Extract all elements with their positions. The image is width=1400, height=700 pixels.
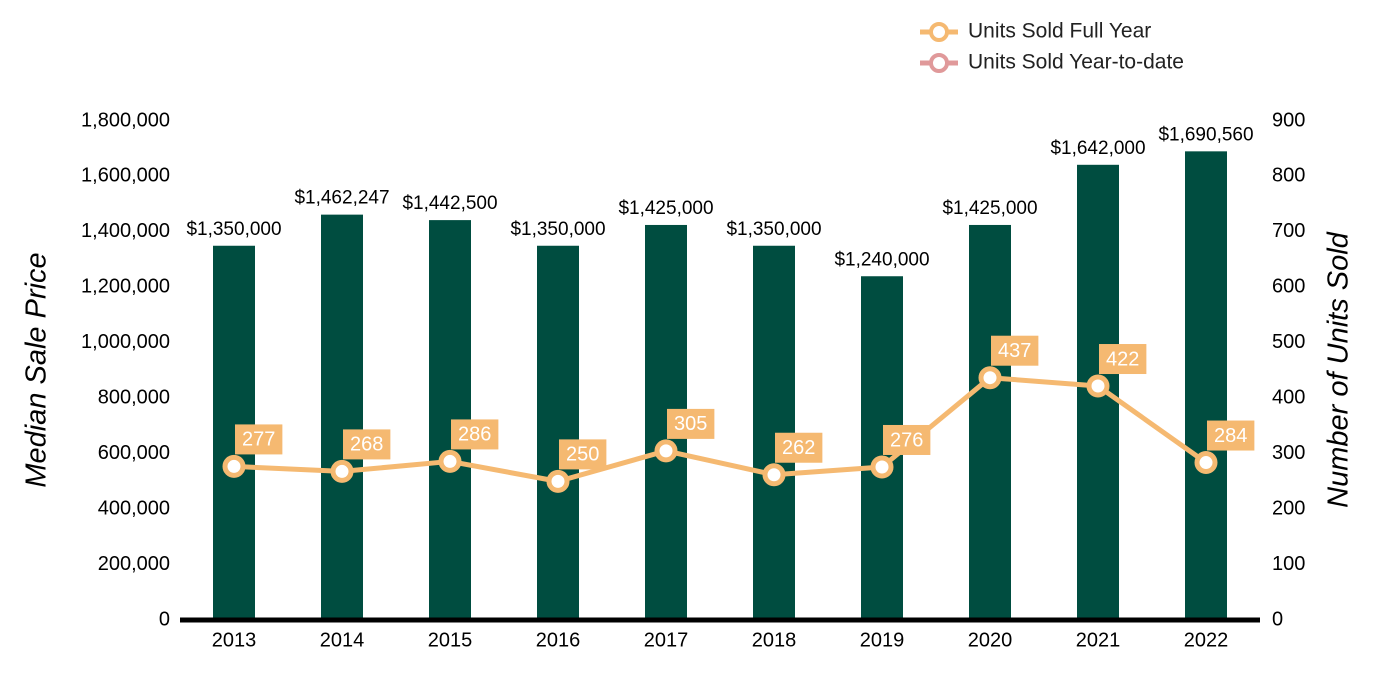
y-axis-title: Median Sale Price [21,252,53,487]
line-marker [222,454,246,478]
y2-tick-label: 600 [1272,276,1305,298]
point-label-box [1099,344,1147,375]
y2-tick-label: 900 [1272,109,1305,131]
point-label-group: 268 [343,429,391,460]
x-tick-label: 2019 [860,629,905,651]
point-label: 422 [1106,348,1139,370]
point-label-group: 305 [667,408,715,439]
point-label-box [559,439,607,470]
y2-tick-label: 800 [1272,165,1305,187]
y-tick-label: 1,800,000 [81,109,170,131]
point-label-box [883,424,931,455]
point-label-group: 262 [775,432,823,463]
point-label-box [235,424,283,455]
bar-value-label: $1,462,247 [294,188,389,209]
bar-value-label: $1,442,500 [402,193,497,214]
point-label: 277 [242,429,275,451]
y2-tick-label: 300 [1272,442,1305,464]
line-marker [330,459,354,483]
line-marker [1194,451,1218,475]
x-tick-label: 2021 [1076,629,1121,651]
y-tick-label: 400,000 [98,497,170,519]
bar-value-label: $1,350,000 [510,219,605,240]
point-label: 262 [782,437,815,459]
point-label-group: 276 [883,424,931,455]
x-tick-label: 2013 [212,629,257,651]
point-label: 284 [1214,425,1247,447]
x-tick-label: 2020 [968,629,1013,651]
line-marker [438,449,462,473]
line-marker [546,469,570,493]
bar-value-label: $1,642,000 [1050,138,1145,159]
y2-tick-label: 0 [1272,608,1283,630]
y-tick-label: 800,000 [98,387,170,409]
y-tick-label: 1,000,000 [81,331,170,353]
point-label-group: 286 [451,419,499,450]
bar [969,224,1011,621]
y2-tick-label: 700 [1272,220,1305,242]
y-tick-label: 1,600,000 [81,165,170,187]
point-label-box [343,429,391,460]
line-marker [1086,374,1110,398]
bar-value-label: $1,425,000 [618,198,713,219]
y2-axis-title: Number of Units Sold [1323,231,1355,507]
line-series [233,375,1208,484]
line-marker [978,366,1002,390]
line-marker [870,455,894,479]
point-label-box [1207,420,1255,451]
point-label-box [991,335,1039,366]
y-tick-label: 200,000 [98,553,170,575]
bar-value-label: $1,350,000 [726,219,821,240]
point-label-group: 250 [559,439,607,470]
legend-label: Units Sold Full Year [968,20,1151,43]
x-tick-label: 2015 [428,629,473,651]
point-label: 437 [998,340,1031,362]
point-label: 276 [890,429,923,451]
bar-value-label: $1,350,000 [186,219,281,240]
point-label-group: 437 [991,335,1039,366]
point-label-box [775,432,823,463]
x-tick-label: 2016 [536,629,581,651]
bar [321,214,363,621]
y2-tick-label: 100 [1272,553,1305,575]
legend-label: Units Sold Year-to-date [968,51,1184,74]
y2-tick-label: 200 [1272,497,1305,519]
x-tick-label: 2017 [644,629,689,651]
legend-marker [929,22,949,42]
point-label-group: 422 [1099,344,1147,375]
y2-tick-label: 500 [1272,331,1305,353]
point-label: 286 [458,424,491,446]
y-tick-label: 1,400,000 [81,220,170,242]
line-marker [762,463,786,487]
y-tick-label: 600,000 [98,442,170,464]
point-label-group: 277 [235,424,283,455]
line-marker [654,439,678,463]
point-label-box [451,419,499,450]
point-label: 250 [566,444,599,466]
point-label-box [667,408,715,439]
bar-value-label: $1,425,000 [942,198,1037,219]
y2-tick-label: 400 [1272,387,1305,409]
y-tick-label: 1,200,000 [81,276,170,298]
y-tick-label: 0 [159,608,170,630]
legend-marker [929,53,949,73]
bar-value-label: $1,240,000 [834,249,929,270]
x-tick-label: 2022 [1184,629,1229,651]
bar-value-label: $1,690,560 [1158,124,1253,145]
bar [537,245,579,620]
x-tick-label: 2018 [752,629,797,651]
point-label-group: 284 [1207,420,1255,451]
x-tick-label: 2014 [320,629,365,651]
point-label: 305 [674,413,707,435]
point-label: 268 [350,434,383,456]
bar [1185,151,1227,620]
